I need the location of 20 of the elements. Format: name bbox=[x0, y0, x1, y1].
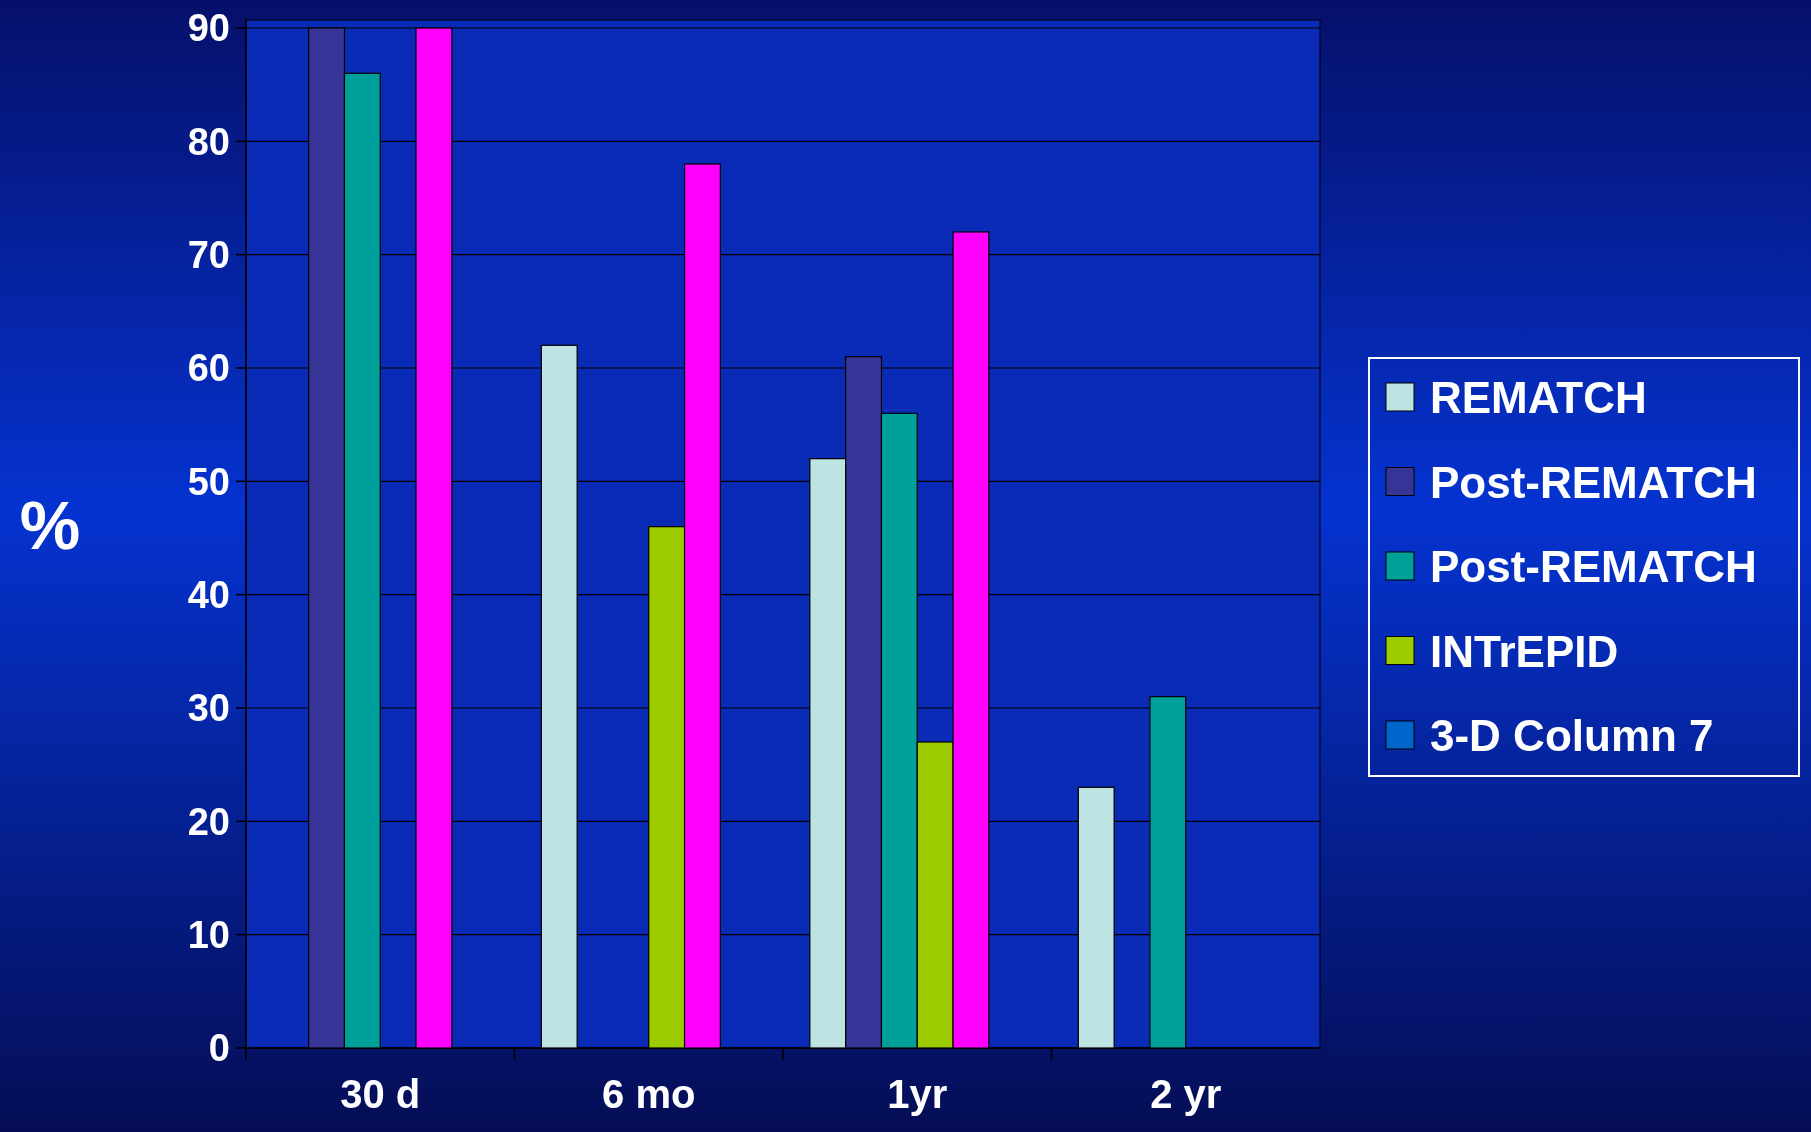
legend-label: Post-REMATCH bbox=[1430, 457, 1757, 507]
x-tick-label: 6 mo bbox=[602, 1072, 696, 1116]
y-tick-label: 70 bbox=[187, 233, 230, 276]
x-tick-label: 30 d bbox=[340, 1072, 421, 1116]
y-tick-label: 80 bbox=[187, 120, 230, 163]
y-tick-label: 10 bbox=[187, 913, 230, 956]
y-tick-label: 40 bbox=[187, 573, 230, 616]
legend-label: REMATCH bbox=[1430, 373, 1647, 423]
legend-label: 3-D Column 7 bbox=[1430, 711, 1714, 761]
y-tick-label: 50 bbox=[187, 460, 230, 503]
x-tick-label: 2 yr bbox=[1150, 1072, 1222, 1116]
y-tick-label: 0 bbox=[208, 1027, 230, 1070]
y-tick-label: 20 bbox=[187, 800, 230, 843]
x-tick-label: 1yr bbox=[887, 1072, 948, 1116]
y-axis-title: % bbox=[19, 486, 81, 563]
legend-label: INTrEPID bbox=[1430, 626, 1619, 676]
y-tick-label: 60 bbox=[187, 347, 230, 390]
y-tick-label: 30 bbox=[187, 687, 230, 730]
y-tick-label: 90 bbox=[187, 7, 230, 50]
legend-label: Post-REMATCH bbox=[1430, 542, 1757, 592]
